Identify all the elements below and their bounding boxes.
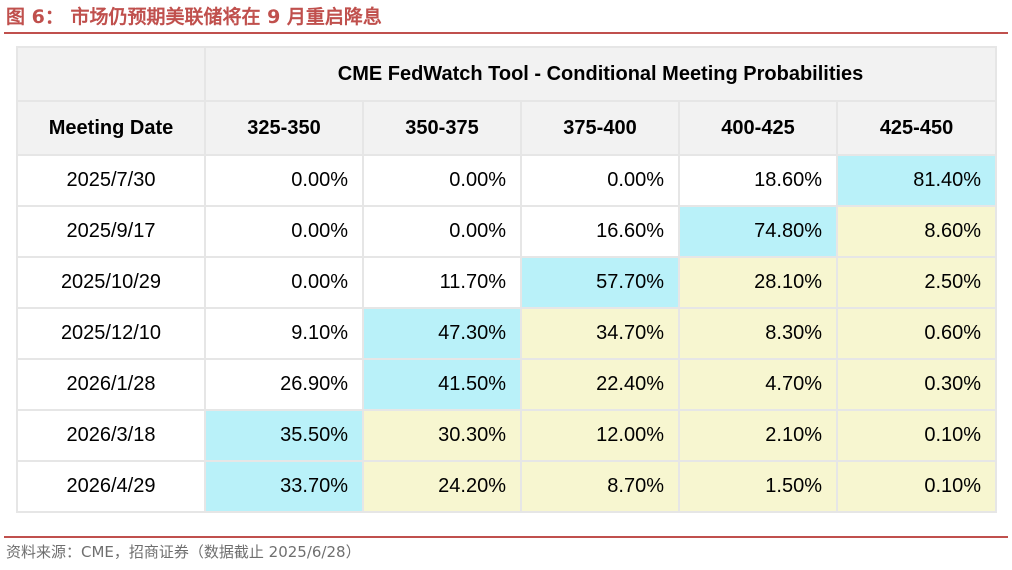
probability-cell: 57.70% [520, 256, 680, 309]
probability-cell: 0.00% [204, 256, 364, 309]
probability-table-container: CME FedWatch Tool - Conditional Meeting … [16, 46, 998, 522]
table-body: 2025/7/30 0.00% 0.00% 0.00% 18.60% 81.40% 2025… [16, 154, 998, 513]
row-header-label: Meeting Date [16, 100, 206, 156]
probability-cell: 18.60% [678, 154, 838, 207]
table-row: 2025/7/30 0.00% 0.00% 0.00% 18.60% 81.40% [16, 154, 998, 207]
probability-cell: 28.10% [678, 256, 838, 309]
probability-cell: 30.30% [362, 409, 522, 462]
probability-cell: 26.90% [204, 358, 364, 411]
probability-cell: 47.30% [362, 307, 522, 360]
source-note: 资料来源：CME，招商证券（数据截止 2025/6/28） [6, 543, 361, 561]
probability-cell: 0.00% [204, 205, 364, 258]
probability-cell: 16.60% [520, 205, 680, 258]
probability-cell: 4.70% [678, 358, 838, 411]
probability-cell: 8.60% [835, 205, 998, 258]
column-header-400-425: 400-425 [678, 100, 838, 156]
meeting-date-cell: 2026/3/18 [16, 409, 206, 462]
probability-cell: 0.10% [835, 409, 998, 462]
table-row: 2025/9/17 0.00% 0.00% 16.60% 74.80% 8.60% [16, 205, 998, 258]
table-row: 2026/3/18 35.50% 30.30% 12.00% 2.10% 0.10% [16, 409, 998, 462]
probability-cell: 33.70% [204, 460, 364, 513]
figure-title: 图 6： 市场仍预期美联储将在 9 月重启降息 [6, 6, 382, 28]
probability-cell: 22.40% [520, 358, 680, 411]
column-header-row: Meeting Date 325-350 350-375 375-400 400-42… [16, 100, 998, 156]
meeting-date-cell: 2025/7/30 [16, 154, 206, 207]
probability-cell: 9.10% [204, 307, 364, 360]
probability-cell: 35.50% [204, 409, 364, 462]
probability-cell: 0.00% [204, 154, 364, 207]
meeting-date-cell: 2026/1/28 [16, 358, 206, 411]
probability-cell: 0.00% [362, 154, 522, 207]
probability-cell: 8.70% [520, 460, 680, 513]
probability-cell: 0.30% [835, 358, 998, 411]
column-header-325-350: 325-350 [204, 100, 364, 156]
probability-cell: 0.00% [362, 205, 522, 258]
column-header-350-375: 350-375 [362, 100, 522, 156]
probability-cell: 12.00% [520, 409, 680, 462]
probability-cell: 8.30% [678, 307, 838, 360]
probability-cell: 74.80% [678, 205, 838, 258]
table-title: CME FedWatch Tool - Conditional Meeting … [203, 46, 998, 102]
probability-cell: 41.50% [362, 358, 522, 411]
table-row: 2026/1/28 26.90% 41.50% 22.40% 4.70% 0.30% [16, 358, 998, 411]
table-title-row: CME FedWatch Tool - Conditional Meeting … [16, 46, 998, 102]
corner-cell [16, 46, 206, 102]
probability-cell: 34.70% [520, 307, 680, 360]
meeting-date-cell: 2025/12/10 [16, 307, 206, 360]
meeting-date-cell: 2026/4/29 [16, 460, 206, 513]
probability-table: CME FedWatch Tool - Conditional Meeting … [16, 46, 998, 513]
meeting-date-cell: 2025/9/17 [16, 205, 206, 258]
probability-cell: 0.10% [835, 460, 998, 513]
column-header-375-400: 375-400 [520, 100, 680, 156]
probability-cell: 2.10% [678, 409, 838, 462]
column-header-425-450: 425-450 [835, 100, 998, 156]
probability-cell: 11.70% [362, 256, 522, 309]
title-rule [4, 32, 1008, 34]
table-row: 2025/10/29 0.00% 11.70% 57.70% 28.10% 2.50% [16, 256, 998, 309]
source-rule [4, 536, 1008, 538]
probability-cell: 24.20% [362, 460, 522, 513]
meeting-date-cell: 2025/10/29 [16, 256, 206, 309]
probability-cell: 81.40% [835, 154, 998, 207]
table-row: 2025/12/10 9.10% 47.30% 34.70% 8.30% 0.60% [16, 307, 998, 360]
table-row: 2026/4/29 33.70% 24.20% 8.70% 1.50% 0.10% [16, 460, 998, 513]
probability-cell: 2.50% [835, 256, 998, 309]
probability-cell: 0.60% [835, 307, 998, 360]
probability-cell: 0.00% [520, 154, 680, 207]
probability-cell: 1.50% [678, 460, 838, 513]
